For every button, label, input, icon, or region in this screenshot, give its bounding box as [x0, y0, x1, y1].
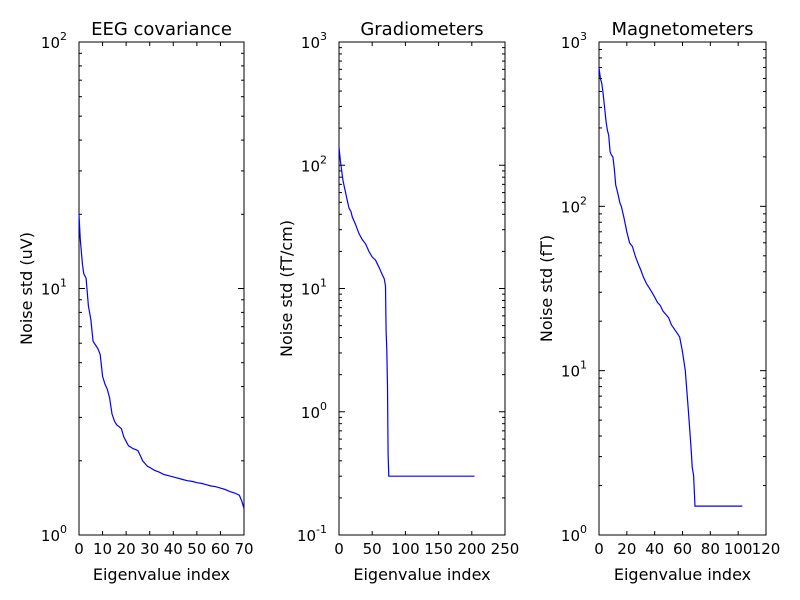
chart-title: Gradiometers — [360, 19, 483, 40]
y-tick-label: 10-1 — [297, 523, 327, 545]
y-tick-base: 10 — [561, 527, 580, 545]
y-tick-exponent: 3 — [580, 30, 587, 43]
y-tick-label: 101 — [561, 359, 587, 381]
plot-frame — [338, 41, 506, 536]
y-axis-label: Noise std (fT) — [537, 235, 556, 342]
chart-title: Magnetometers — [611, 19, 753, 40]
y-axis-label: Noise std (fT/cm) — [277, 220, 296, 357]
y-tick-label: 103 — [301, 30, 327, 52]
x-tick-label: 70 — [234, 540, 253, 558]
y-tick-label: 101 — [301, 277, 327, 299]
x-tick-label: 150 — [424, 540, 453, 558]
x-tick-label: 100 — [724, 540, 753, 558]
y-tick-label: 101 — [41, 277, 67, 299]
y-tick-exponent: 2 — [320, 153, 327, 166]
y-tick-label: 102 — [41, 30, 67, 52]
y-tick-base: 10 — [41, 527, 60, 545]
x-tick-label: 40 — [645, 540, 664, 558]
x-tick-label: 50 — [187, 540, 206, 558]
y-tick-base: 10 — [301, 281, 320, 299]
x-tick-label: 0 — [334, 540, 344, 558]
x-tick-label: 20 — [117, 540, 136, 558]
series-line — [338, 147, 475, 477]
x-tick-label: 100 — [391, 540, 420, 558]
y-tick-label: 102 — [561, 194, 587, 216]
y-tick-base: 10 — [297, 527, 316, 545]
y-tick-base: 10 — [561, 34, 580, 52]
y-tick-exponent: 2 — [60, 30, 67, 43]
y-tick-label: 103 — [561, 30, 587, 52]
series-line — [78, 214, 245, 509]
plot-frame — [78, 41, 245, 536]
x-tick-label: 200 — [457, 540, 486, 558]
y-axis-label: Noise std (uV) — [17, 232, 36, 345]
x-tick-label: 250 — [491, 540, 520, 558]
x-axis-label: Eigenvalue index — [614, 565, 751, 584]
y-tick-label: 100 — [301, 400, 327, 422]
x-tick-label: 60 — [673, 540, 692, 558]
y-tick-exponent: 2 — [580, 194, 587, 207]
x-tick-label: 20 — [617, 540, 636, 558]
y-tick-exponent: 1 — [580, 359, 587, 372]
x-tick-label: 80 — [701, 540, 720, 558]
x-axis-label: Eigenvalue index — [93, 565, 230, 584]
y-tick-base: 10 — [561, 363, 580, 381]
y-tick-base: 10 — [41, 34, 60, 52]
y-tick-base: 10 — [41, 281, 60, 299]
y-tick-exponent: 0 — [320, 400, 327, 413]
y-tick-label: 102 — [301, 153, 327, 175]
x-tick-label: 0 — [594, 540, 604, 558]
y-tick-exponent: 1 — [320, 277, 327, 290]
y-tick-label: 100 — [41, 523, 67, 545]
chart-title: EEG covariance — [91, 19, 232, 40]
y-tick-exponent: 0 — [60, 523, 67, 536]
series-line — [598, 67, 743, 507]
y-tick-base: 10 — [301, 404, 320, 422]
x-tick-label: 10 — [93, 540, 112, 558]
y-tick-exponent: 3 — [320, 30, 327, 43]
y-tick-base: 10 — [561, 198, 580, 216]
y-tick-base: 10 — [301, 34, 320, 52]
y-tick-base: 10 — [301, 157, 320, 175]
x-tick-label: 120 — [752, 540, 781, 558]
x-axis-label: Eigenvalue index — [353, 565, 490, 584]
y-tick-exponent: 1 — [60, 277, 67, 290]
y-tick-label: 100 — [561, 523, 587, 545]
x-tick-label: 0 — [74, 540, 84, 558]
y-tick-exponent: 0 — [580, 523, 587, 536]
plot-frame — [598, 41, 767, 536]
x-tick-label: 50 — [363, 540, 382, 558]
y-tick-exponent: -1 — [316, 523, 327, 536]
x-tick-label: 40 — [164, 540, 183, 558]
x-tick-label: 30 — [140, 540, 159, 558]
x-tick-label: 60 — [211, 540, 230, 558]
